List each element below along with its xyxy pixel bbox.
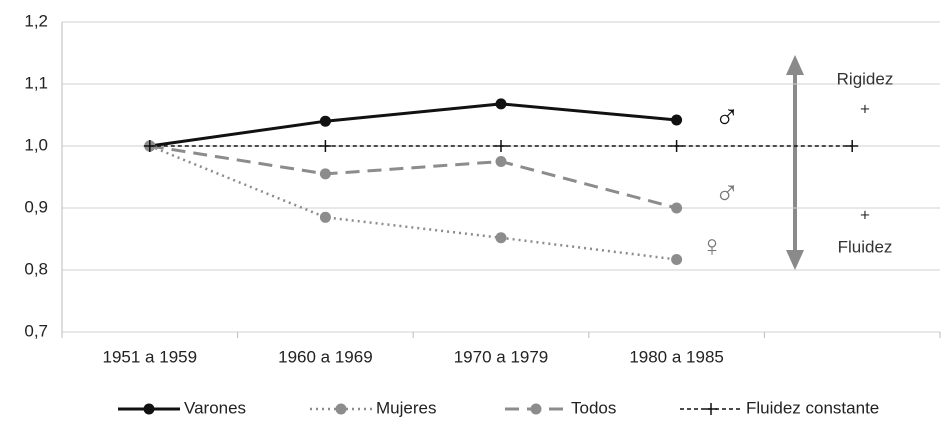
point [319, 211, 331, 223]
point [319, 168, 331, 180]
annotation: ♂ [714, 173, 740, 211]
point [143, 140, 156, 152]
series-line [149, 102, 677, 148]
series-line [149, 144, 677, 210]
y-tick-label: 1,1 [24, 73, 48, 92]
point [670, 140, 683, 152]
x-tick-label: 1951 a 1959 [103, 347, 198, 366]
annotation: ♀ [701, 230, 724, 263]
point [319, 140, 332, 152]
annotation: + [860, 205, 870, 224]
point [319, 115, 331, 127]
legend-marker [335, 403, 347, 415]
annotation: ♂ [714, 97, 740, 135]
legend-marker [143, 403, 155, 415]
arrow-head [786, 250, 804, 270]
series-line [149, 144, 677, 261]
point [495, 98, 507, 110]
legend-marker [530, 403, 542, 415]
point [495, 140, 507, 152]
y-tick-label: 1,2 [24, 11, 48, 30]
x-tick-label: 1970 a 1979 [454, 347, 549, 366]
legend-label: Mujeres [376, 398, 436, 417]
y-tick-label: 1,0 [24, 135, 48, 154]
arrow-head [786, 55, 804, 75]
x-tick-label: 1980 a 1985 [629, 347, 724, 366]
annotation: Rigidez [837, 69, 894, 88]
point [846, 140, 859, 152]
y-tick-label: 0,7 [24, 321, 48, 340]
annotation: Fluidez [838, 237, 893, 256]
legend-label: Fluidez constante [746, 398, 879, 417]
point [495, 232, 507, 244]
point [671, 114, 683, 126]
x-tick-label: 1960 a 1969 [278, 347, 373, 366]
annotation: + [860, 99, 870, 118]
point [671, 253, 683, 265]
legend-marker [705, 403, 717, 415]
legend-label: Todos [571, 398, 616, 417]
point [671, 202, 683, 214]
y-tick-label: 0,8 [24, 259, 48, 278]
point [495, 156, 507, 167]
y-tick-label: 0,9 [24, 197, 48, 216]
legend-label: Varones [184, 398, 246, 417]
